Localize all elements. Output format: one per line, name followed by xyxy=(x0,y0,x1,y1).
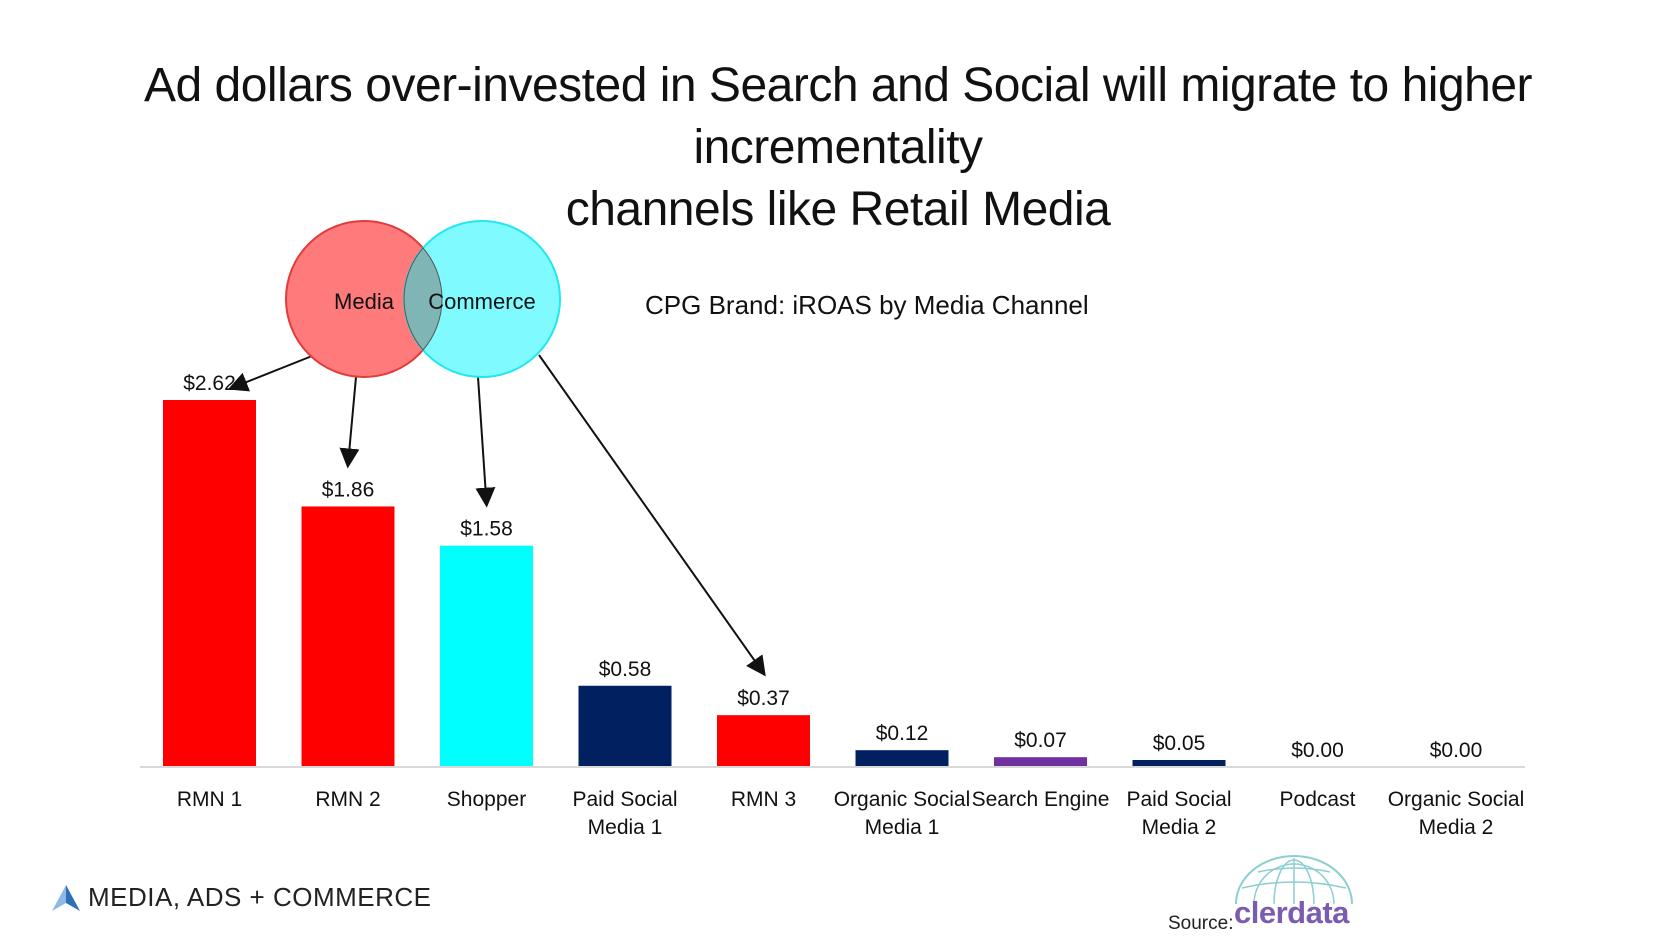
source-label: Source: xyxy=(1168,913,1234,934)
triangle-logo-icon xyxy=(52,884,80,911)
bar xyxy=(717,715,810,767)
venn-arrow xyxy=(339,376,360,469)
venn-arrow xyxy=(475,376,496,508)
data-label: $1.86 xyxy=(322,478,375,501)
data-label: $0.58 xyxy=(599,658,652,681)
venn-label-commerce: Commerce xyxy=(428,289,536,314)
data-label: $0.37 xyxy=(737,687,790,710)
venn-arrow xyxy=(538,354,766,677)
category-label: RMN 2 xyxy=(315,788,380,811)
category-label: Media 2 xyxy=(1419,816,1494,839)
bar xyxy=(163,400,256,767)
category-label: RMN 1 xyxy=(177,788,242,811)
category-label: RMN 3 xyxy=(731,788,796,811)
category-label: Media 1 xyxy=(865,816,940,839)
venn-arrow xyxy=(227,355,313,392)
data-label: $1.58 xyxy=(460,518,513,541)
category-label: Podcast xyxy=(1280,788,1356,811)
venn-overlap xyxy=(403,247,443,351)
bar xyxy=(1132,759,1226,767)
category-label: Paid Social xyxy=(1126,788,1231,811)
venn-label-media: Media xyxy=(334,289,395,314)
bar xyxy=(440,545,533,767)
footer-logo: MEDIA, ADS + COMMERCE xyxy=(50,882,432,913)
category-label: Paid Social xyxy=(572,788,677,811)
category-label: Shopper xyxy=(447,788,526,811)
chart-title-block: Ad dollars over-invested in Search and S… xyxy=(0,55,1676,241)
data-label: $0.12 xyxy=(876,722,929,745)
bar xyxy=(994,757,1087,767)
bar xyxy=(301,506,395,767)
data-label: $0.00 xyxy=(1291,739,1344,762)
category-label: Search Engine xyxy=(972,788,1110,811)
category-label: Organic Social xyxy=(1388,788,1525,811)
category-label: Media 1 xyxy=(588,816,663,839)
chart-title-line-1: Ad dollars over-invested in Search and S… xyxy=(143,59,1533,174)
category-label: Media 2 xyxy=(1142,816,1217,839)
media-commerce-venn: Media Commerce xyxy=(285,220,561,378)
bar xyxy=(578,685,672,767)
data-label: $2.62 xyxy=(183,372,236,395)
chart-subtitle: CPG Brand: iROAS by Media Channel xyxy=(645,290,1089,320)
data-label: $0.05 xyxy=(1153,732,1206,755)
data-label: $0.00 xyxy=(1430,739,1483,762)
data-label: $0.07 xyxy=(1014,729,1067,752)
category-label: Organic Social xyxy=(834,788,971,811)
globe-icon xyxy=(1235,855,1353,905)
bar xyxy=(855,750,949,767)
source-brand: clerdata xyxy=(1234,895,1349,930)
footer-logo-text: MEDIA, ADS + COMMERCE xyxy=(88,882,432,912)
chart-title-line-2: channels like Retail Media xyxy=(565,183,1111,236)
